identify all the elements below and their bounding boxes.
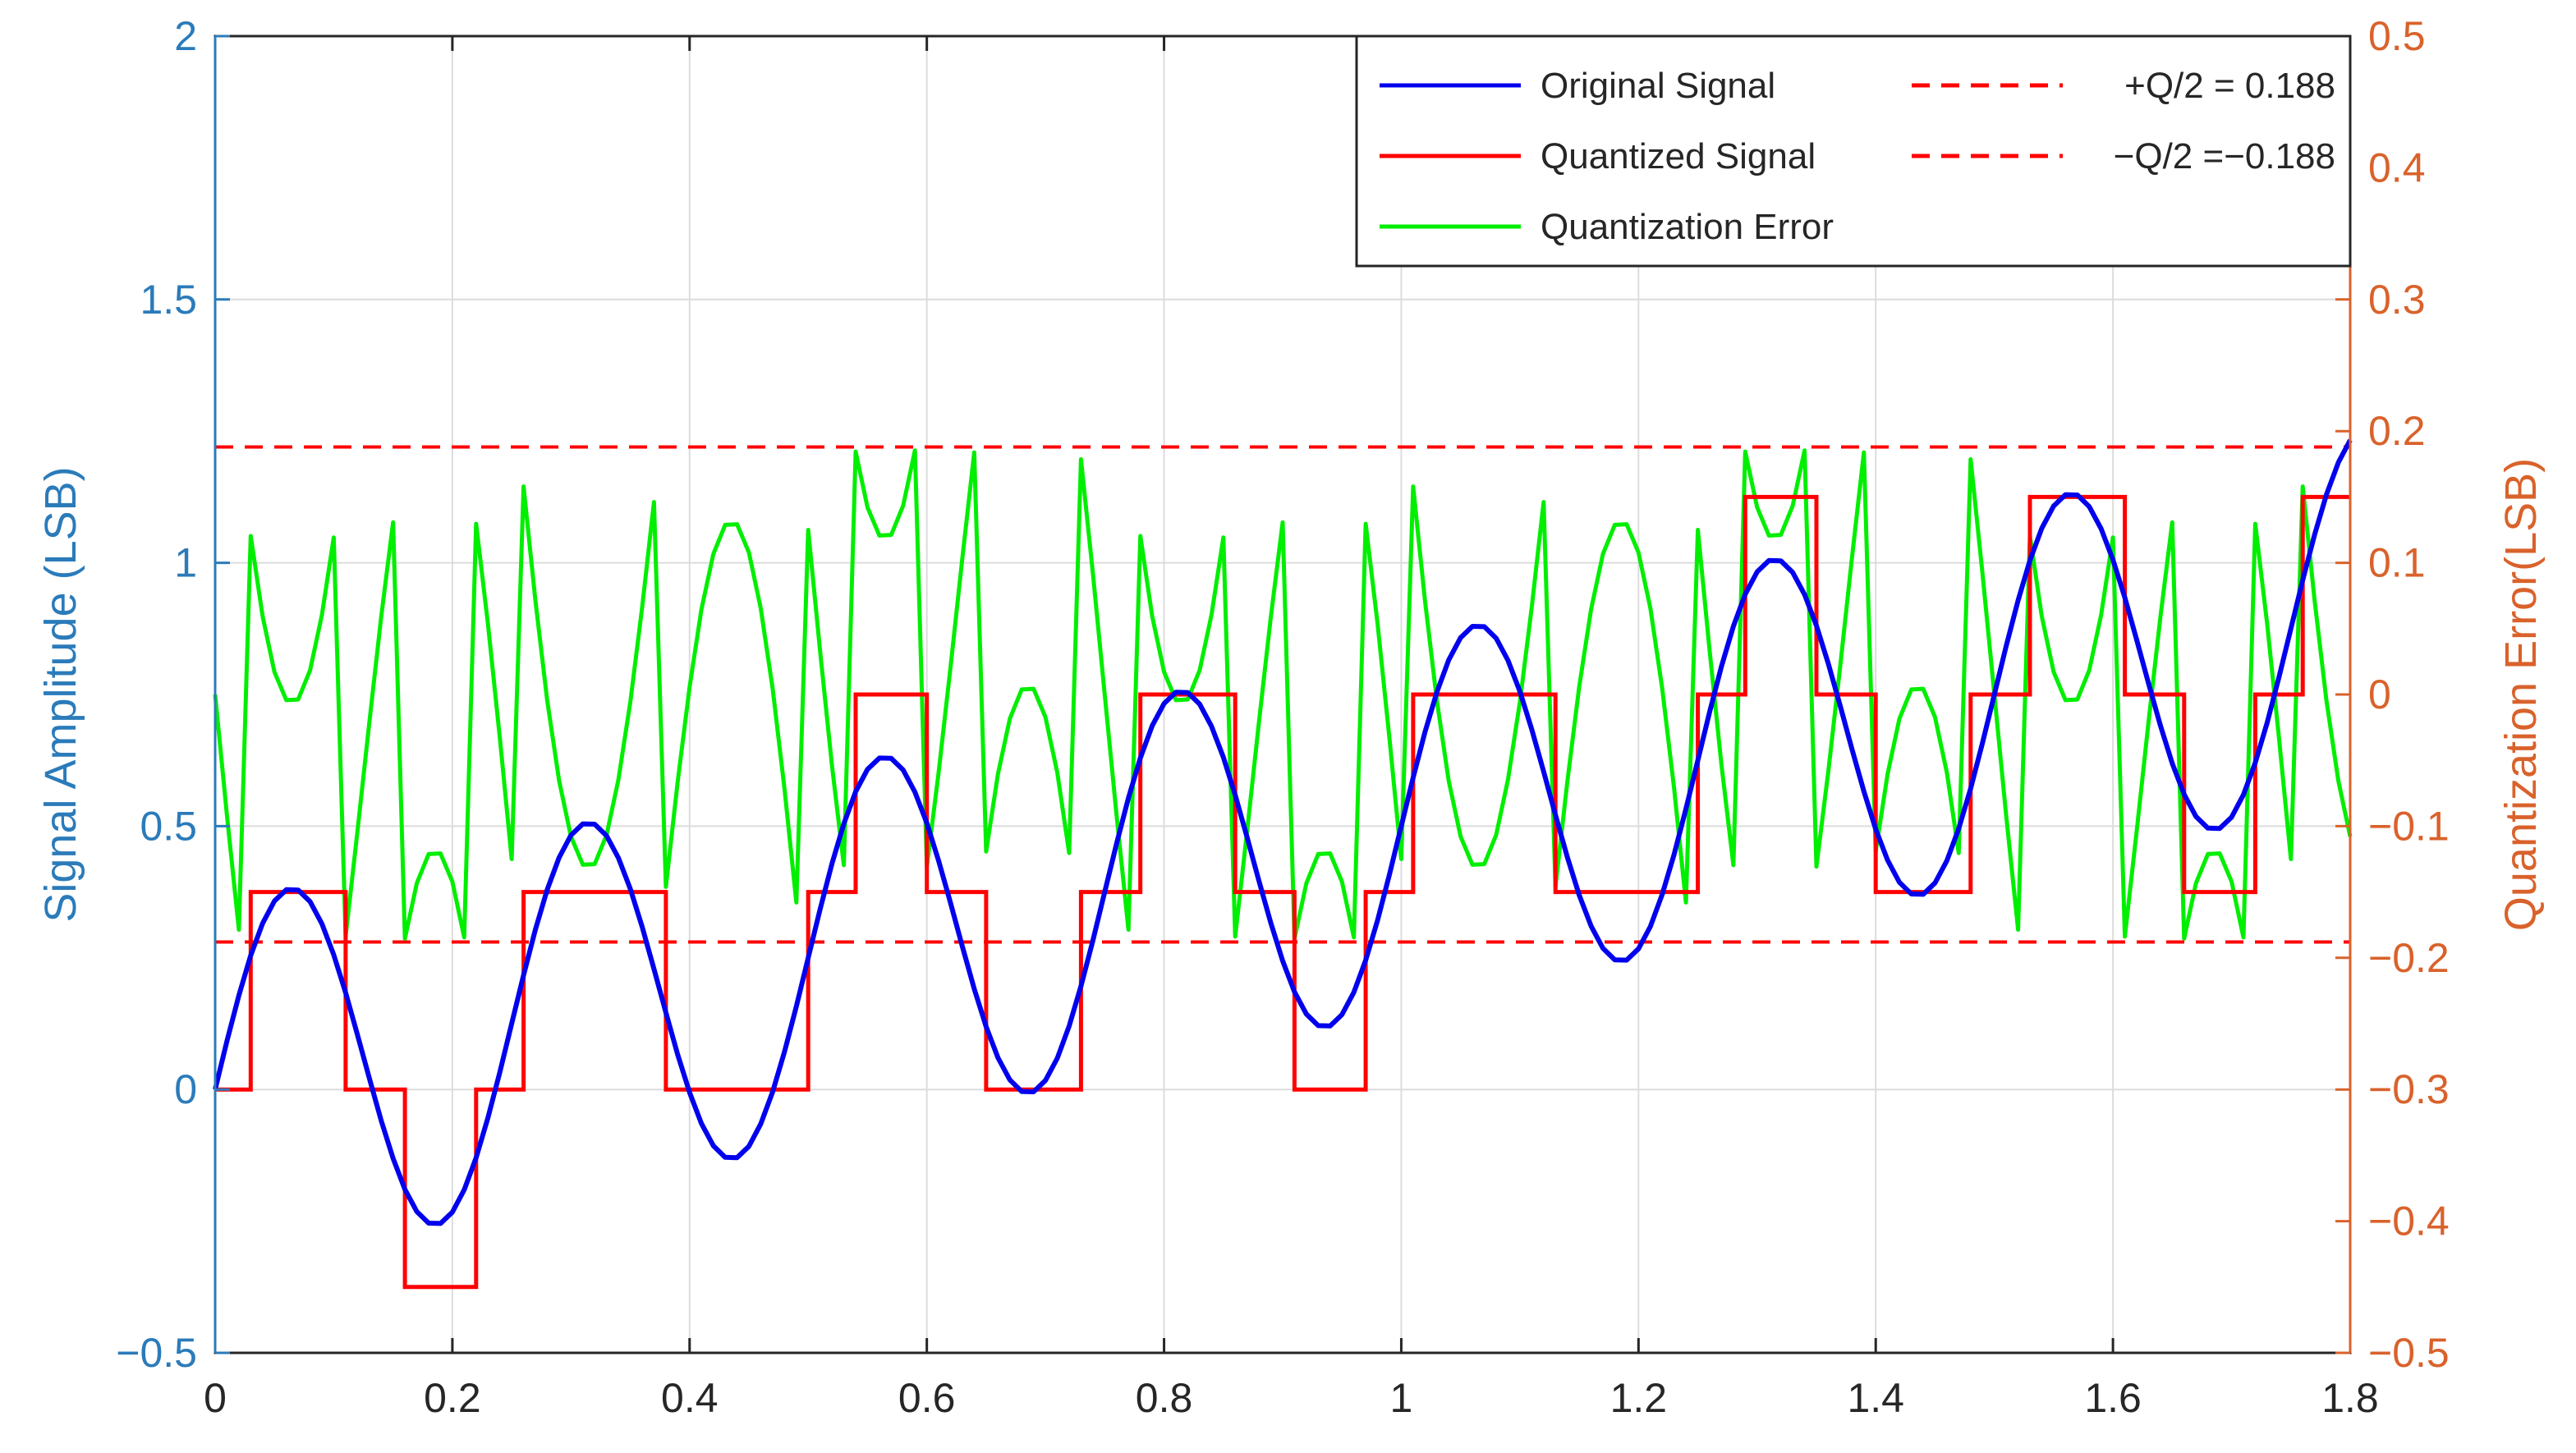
series-quantized-signal xyxy=(215,494,2350,1290)
legend-label-4: −Q/2 =−0.188 xyxy=(2114,136,2335,176)
y-right-tick-label-7: 0.2 xyxy=(2368,408,2426,454)
ticks: 0 0.2 0.4 0.6 0.8 1 1.2 1.4 1.6 1.8−0.500.511.52−… xyxy=(116,13,2449,1421)
y-axis-label-right: Quantization Error(LSB) xyxy=(2496,458,2546,931)
series-original-signal xyxy=(213,438,2353,1226)
y-right-tick-label-10: 0.5 xyxy=(2368,13,2426,59)
y-left-tick-label-3: 1 xyxy=(174,540,197,586)
y-left-tick-label-2: 0.5 xyxy=(140,803,197,849)
y-right-tick-label-1: −0.4 xyxy=(2368,1199,2450,1244)
y-left-tick-label-0: −0.5 xyxy=(116,1330,197,1376)
x-tick-label-3: 0.6 xyxy=(898,1375,956,1421)
y-right-tick-label-5: 0 xyxy=(2368,671,2391,717)
x-tick-label-9: 1.8 xyxy=(2321,1375,2379,1421)
y-right-tick-label-2: −0.3 xyxy=(2368,1066,2450,1112)
x-tick-label-7: 1.4 xyxy=(1847,1375,1904,1421)
legend-label-3: +Q/2 = 0.188 xyxy=(2124,66,2335,106)
y-right-tick-label-0: −0.5 xyxy=(2368,1330,2450,1376)
y-left-tick-label-5: 2 xyxy=(174,13,197,59)
y-left-tick-label-4: 1.5 xyxy=(140,277,197,323)
x-tick-label-0: 0 xyxy=(204,1375,227,1421)
y-right-tick-label-9: 0.4 xyxy=(2368,144,2426,190)
x-tick-label-5: 1 xyxy=(1390,1375,1413,1421)
x-tick-label-8: 1.6 xyxy=(2084,1375,2142,1421)
y-left-tick-label-1: 0 xyxy=(174,1066,197,1112)
y-axis-label-left: Signal Amplitude (LSB) xyxy=(36,466,85,922)
y-right-tick-label-3: −0.2 xyxy=(2368,935,2450,981)
x-tick-label-6: 1.2 xyxy=(1610,1375,1668,1421)
y-right-tick-label-4: −0.1 xyxy=(2368,803,2450,849)
y-right-tick-label-6: 0.1 xyxy=(2368,540,2426,586)
legend-box xyxy=(1355,34,2352,268)
x-tick-label-2: 0.4 xyxy=(661,1375,719,1421)
legend-label-2: Quantization Error xyxy=(1541,207,1834,247)
x-tick-label-4: 0.8 xyxy=(1136,1375,1193,1421)
legend-label-0: Original Signal xyxy=(1541,66,1775,106)
legend-label-1: Quantized Signal xyxy=(1541,136,1816,176)
y-right-tick-label-8: 0.3 xyxy=(2368,277,2426,323)
threshold-lines xyxy=(215,445,2350,944)
legend: Original Signal Quantized Signal Quantizat… xyxy=(1355,34,2352,268)
x-tick-label-1: 0.2 xyxy=(424,1375,481,1421)
series xyxy=(213,438,2353,1290)
